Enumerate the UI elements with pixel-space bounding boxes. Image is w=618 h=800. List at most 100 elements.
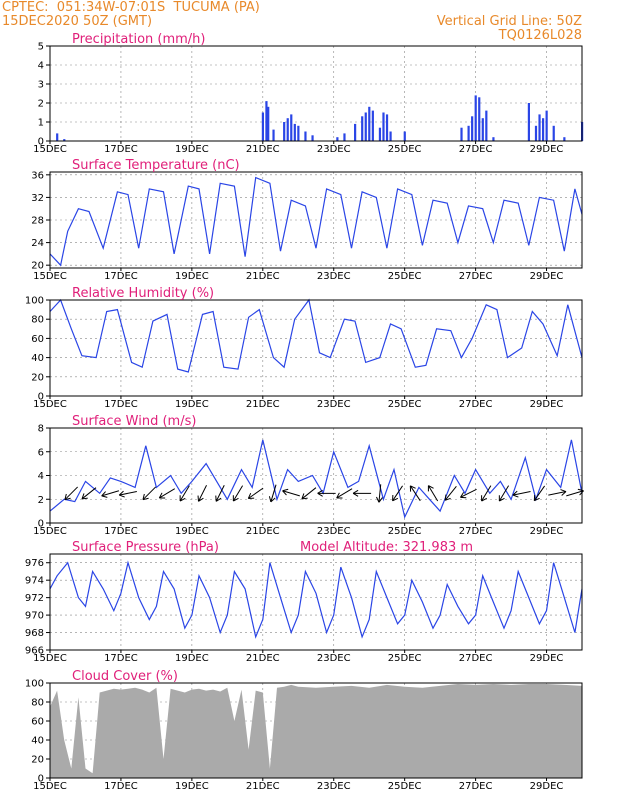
y-tick-label: 80 (31, 315, 44, 326)
wind-arrow-head (142, 493, 149, 501)
wind-arrow-shaft (481, 485, 492, 502)
y-tick-label: 60 (31, 717, 44, 728)
x-tick-label: 21DEC (246, 271, 280, 282)
y-tick-label: 100 (25, 296, 44, 307)
wind-arrow-head (179, 495, 186, 502)
precip-bar (283, 122, 286, 141)
wind-arrow-shaft (215, 485, 225, 502)
precip-bar (467, 125, 470, 141)
precip-bar (267, 106, 270, 141)
y-tick-label: 972 (25, 593, 44, 604)
precip-bar (478, 97, 481, 141)
y-tick-label: 8 (38, 424, 44, 435)
wind-arrow (197, 485, 207, 502)
y-tick-label: 60 (31, 334, 44, 345)
precip-bar (534, 125, 538, 141)
y-tick-label: 4 (38, 61, 44, 72)
cloud-panel (46, 682, 583, 781)
y-tick-label: 24 (31, 238, 44, 249)
wind-arrow-shaft (460, 488, 477, 498)
x-tick-label: 29DEC (530, 781, 564, 792)
x-tick-label: 27DEC (459, 399, 493, 410)
precip-bar (471, 116, 474, 141)
precip-bar (368, 106, 371, 141)
wind-arrow (548, 489, 567, 496)
wind-arrow-head (409, 485, 416, 492)
x-tick-label: 15DEC (33, 271, 67, 282)
x-tick-label: 19DEC (175, 653, 209, 664)
wind-arrow-shaft (498, 485, 510, 502)
wind-arrow-shaft (282, 490, 300, 497)
precip-bar (336, 137, 339, 141)
pressure-frame (49, 553, 583, 651)
rh-frame (49, 299, 583, 397)
wind-arrow-shaft (392, 485, 403, 502)
y-tick-label: 1 (38, 118, 44, 129)
temp-frame (49, 171, 583, 269)
precip-bar (290, 114, 293, 141)
precip-bar (297, 125, 300, 141)
x-tick-label: 25DEC (388, 399, 422, 410)
y-tick-label: 40 (31, 736, 44, 747)
wind-arrow-head (197, 495, 204, 502)
precip-bar (261, 112, 264, 141)
wind-arrow-head (101, 491, 108, 498)
x-tick-label: 19DEC (175, 144, 209, 155)
x-tick-label: 19DEC (175, 399, 209, 410)
y-tick-label: 0 (38, 519, 44, 530)
precip-bar (63, 139, 66, 141)
wind-arrow-head (158, 492, 166, 499)
wind-arrow-shaft (512, 491, 531, 496)
y-tick-label: 0 (38, 774, 44, 785)
precip-bar (378, 127, 382, 141)
y-tick-label: 100 (25, 679, 44, 690)
precip-bar (541, 118, 545, 141)
y-tick-label: 36 (31, 170, 44, 181)
precip-bar (56, 133, 59, 141)
pressure-series-line (49, 560, 583, 639)
x-tick-label: 23DEC (317, 526, 351, 537)
wind-arrow-shaft (101, 490, 120, 497)
wind-arrow-head (460, 492, 467, 499)
x-tick-label: 23DEC (317, 271, 351, 282)
wind-arrow (282, 488, 300, 497)
wind-arrow (179, 485, 190, 502)
x-tick-label: 25DEC (388, 653, 422, 664)
wind-arrow-head (301, 493, 308, 500)
wind-arrow-shaft (64, 486, 78, 501)
precip-bar (385, 114, 389, 141)
wind-arrow-shaft (336, 488, 353, 499)
cloud-area (50, 684, 582, 778)
x-tick-label: 17DEC (104, 144, 138, 155)
y-tick-label: 32 (31, 193, 44, 204)
y-tick-label: 20 (31, 372, 44, 383)
wind-arrow-shaft (232, 485, 244, 502)
x-tick-label: 15DEC (33, 144, 67, 155)
wind-arrow-head (282, 488, 289, 496)
wind-arrow-head (317, 489, 323, 497)
wind-arrow (409, 485, 421, 502)
x-tick-label: 19DEC (175, 781, 209, 792)
x-tick-label: 25DEC (388, 271, 422, 282)
wind-arrow-shaft (548, 491, 567, 496)
wind-arrow (512, 490, 531, 498)
precip-bar (364, 112, 367, 141)
x-tick-label: 25DEC (388, 144, 422, 155)
precip-bar (265, 101, 268, 141)
x-tick-label: 27DEC (459, 526, 493, 537)
wind-arrow-shaft (301, 487, 317, 500)
wind-arrow (336, 488, 353, 499)
precip-bar (545, 110, 548, 141)
precip-bar (474, 95, 477, 141)
wind-arrow-head (336, 492, 343, 499)
wind-arrow-shaft (378, 484, 382, 503)
wind-arrow (118, 490, 137, 498)
x-tick-label: 17DEC (104, 399, 138, 410)
wind-arrow (498, 485, 510, 502)
wind-title: Surface Wind (m/s) (72, 414, 196, 429)
x-tick-label: 21DEC (246, 526, 280, 537)
wind-arrow-head (560, 489, 567, 496)
y-tick-label: 80 (31, 698, 44, 709)
x-tick-label: 19DEC (175, 526, 209, 537)
wind-arrow-head (498, 495, 505, 502)
